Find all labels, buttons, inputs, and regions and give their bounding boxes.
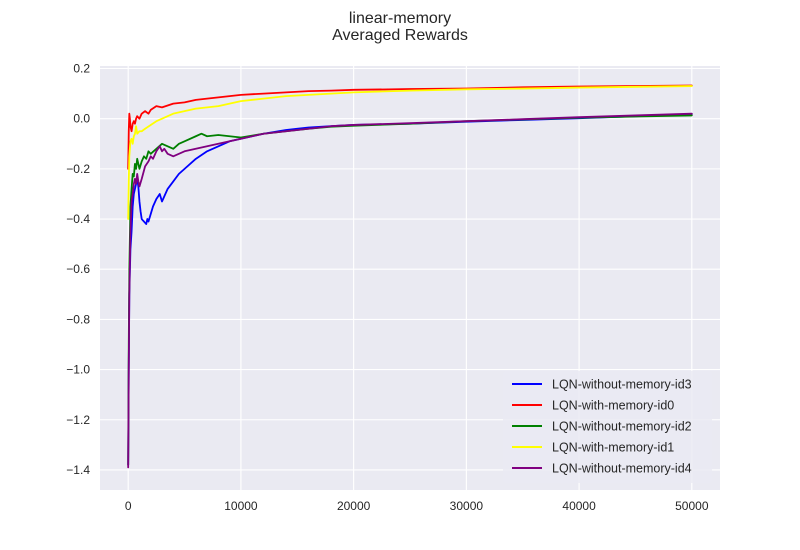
x-tick-label: 50000 — [675, 499, 709, 513]
legend: LQN-without-memory-id3 LQN-with-memory-id… — [503, 371, 712, 483]
legend-label: LQN-without-memory-id3 — [552, 378, 692, 392]
y-tick-label: −0.4 — [66, 212, 90, 226]
chart-subtitle: Averaged Rewards — [332, 27, 468, 44]
legend-box — [503, 371, 712, 483]
series-line-4 — [127, 112, 693, 469]
legend-label: LQN-with-memory-id0 — [552, 399, 674, 413]
legend-label: LQN-with-memory-id1 — [552, 441, 674, 455]
x-tick-label: 30000 — [450, 499, 484, 513]
series-line-3 — [127, 85, 693, 220]
legend-label: LQN-without-memory-id2 — [552, 420, 692, 434]
x-tick-label: 0 — [125, 499, 132, 513]
y-tick-label: −0.6 — [66, 262, 90, 276]
chart-title: linear-memory — [349, 10, 451, 27]
x-axis-ticks: 0 10000 20000 30000 40000 50000 — [125, 499, 709, 513]
series-line-1 — [127, 84, 693, 170]
y-tick-label: −0.8 — [66, 312, 90, 326]
y-tick-label: −1.4 — [66, 463, 90, 477]
x-tick-label: 10000 — [224, 499, 258, 513]
y-tick-label: 0.2 — [73, 62, 90, 76]
y-tick-label: −1.2 — [66, 413, 90, 427]
series-lines — [127, 84, 693, 469]
y-tick-label: −1.0 — [66, 363, 90, 377]
y-tick-label: 0.0 — [73, 112, 90, 126]
y-tick-label: −0.2 — [66, 162, 90, 176]
y-axis-ticks: 0.2 0.0 −0.2 −0.4 −0.6 −0.8 −1.0 −1.2 −1.4 — [66, 62, 90, 477]
x-tick-label: 20000 — [337, 499, 371, 513]
grid-lines — [100, 66, 720, 490]
x-tick-label: 40000 — [562, 499, 596, 513]
legend-label: LQN-without-memory-id4 — [552, 462, 692, 476]
